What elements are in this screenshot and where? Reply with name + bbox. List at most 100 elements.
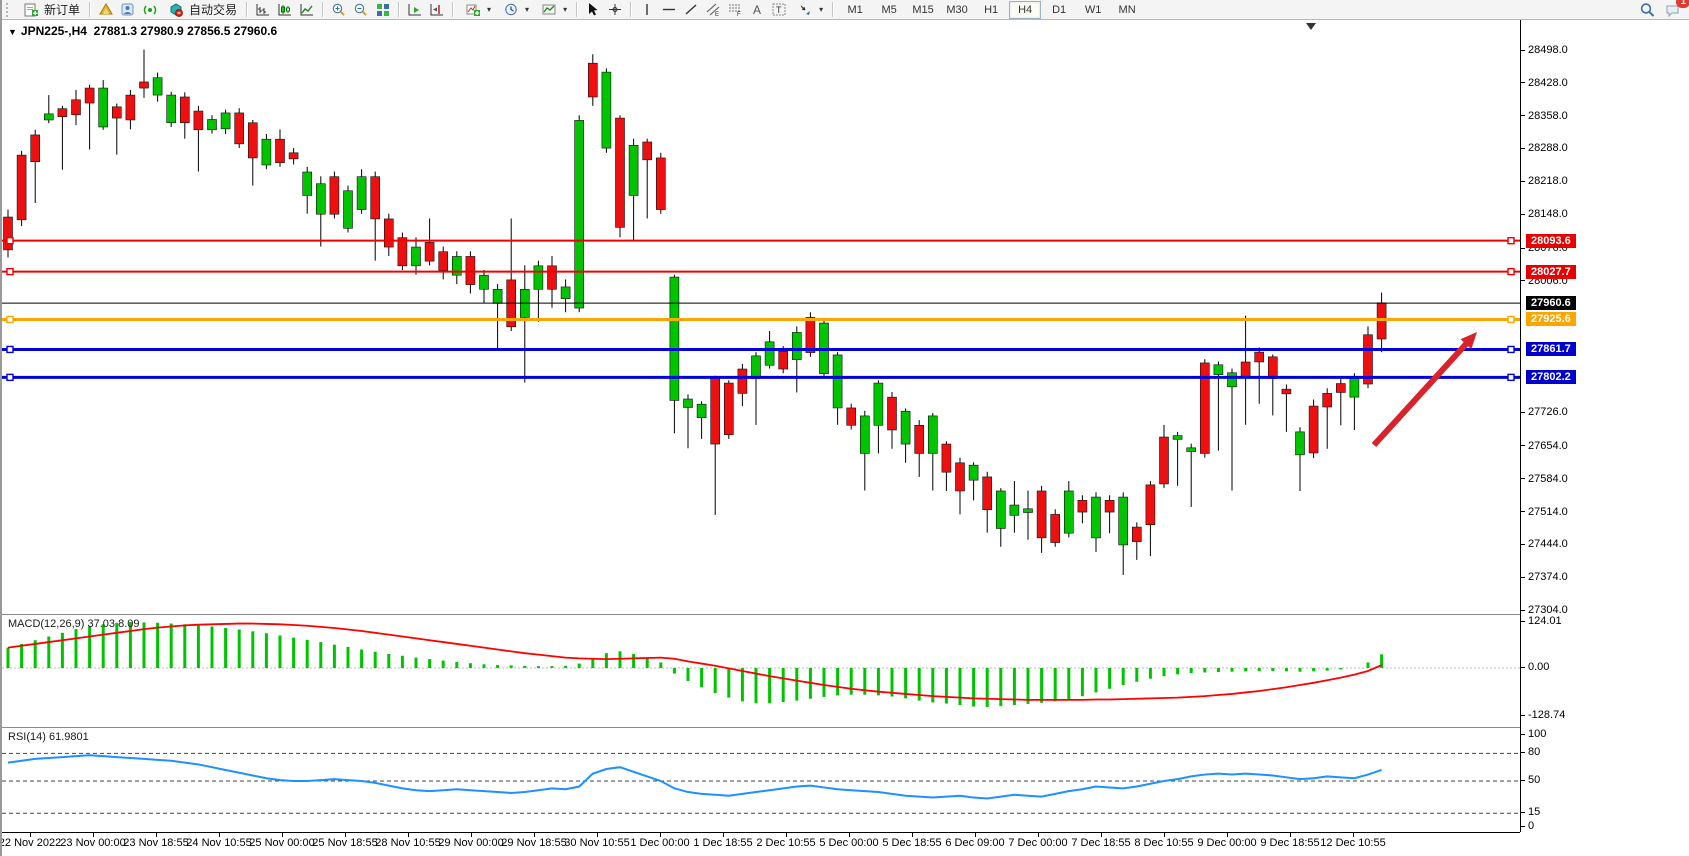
zoom-out-icon[interactable] xyxy=(351,1,371,18)
candle[interactable] xyxy=(791,326,802,393)
crosshair-icon[interactable] xyxy=(605,1,625,18)
candle[interactable] xyxy=(968,462,979,501)
price-pane[interactable] xyxy=(2,20,1520,614)
bar-chart-icon[interactable] xyxy=(253,1,273,18)
candle[interactable] xyxy=(180,92,190,139)
candle[interactable] xyxy=(492,284,503,350)
autotrading-button[interactable]: 自动交易 xyxy=(162,1,241,18)
line-handle[interactable] xyxy=(6,236,14,245)
candle[interactable] xyxy=(859,410,870,491)
candle[interactable] xyxy=(1336,378,1346,426)
candle[interactable] xyxy=(438,246,449,280)
candle[interactable] xyxy=(1295,427,1305,491)
candle[interactable] xyxy=(628,138,639,241)
line-handle[interactable] xyxy=(1507,345,1515,354)
candle[interactable] xyxy=(424,218,435,266)
candle[interactable] xyxy=(112,103,122,155)
toolbar-grip[interactable] xyxy=(6,2,13,17)
new-order-button[interactable]: 新订单 xyxy=(17,1,84,18)
candle[interactable] xyxy=(519,265,530,383)
candle[interactable] xyxy=(710,375,721,515)
candlestick-chart-icon[interactable] xyxy=(275,1,295,18)
candle[interactable] xyxy=(139,49,149,98)
zoom-in-icon[interactable] xyxy=(329,1,349,18)
candle[interactable] xyxy=(125,89,136,130)
candle[interactable] xyxy=(832,352,843,425)
templates-button[interactable]: ▾ xyxy=(535,1,571,18)
text-tool-icon[interactable]: A xyxy=(747,1,767,18)
candle[interactable] xyxy=(1240,315,1251,425)
tf-w1-button[interactable]: W1 xyxy=(1084,3,1102,16)
time-axis[interactable]: 22 Nov 2022 23 Nov 00:00 23 Nov 18:55 24 No… xyxy=(2,832,1520,856)
tf-m15-button[interactable]: M15 xyxy=(912,3,934,16)
arrows-tool-button[interactable]: ▾ xyxy=(791,1,827,18)
tf-mn-button[interactable]: MN xyxy=(1118,3,1136,16)
candle[interactable] xyxy=(1064,481,1074,538)
candle[interactable] xyxy=(1077,495,1088,524)
candle[interactable] xyxy=(370,171,381,261)
candle[interactable] xyxy=(1172,431,1183,486)
candle[interactable] xyxy=(819,317,829,378)
candle[interactable] xyxy=(1050,509,1060,547)
macd-pane[interactable]: MACD(12,26,9) 37.03 8.09 xyxy=(2,616,1520,727)
profile-icon[interactable] xyxy=(118,1,138,18)
trendline-tool-icon[interactable] xyxy=(681,1,701,18)
candle[interactable] xyxy=(1023,490,1033,540)
line-chart-icon[interactable] xyxy=(297,1,317,18)
indicators-button[interactable]: ▾ xyxy=(459,1,495,18)
candle[interactable] xyxy=(547,255,557,308)
candle[interactable] xyxy=(383,213,394,256)
tf-d1-button[interactable]: D1 xyxy=(1052,3,1067,16)
horizontal-line-tool-icon[interactable] xyxy=(659,1,679,18)
chart-shift-marker[interactable] xyxy=(1306,23,1316,30)
candle[interactable] xyxy=(411,237,421,275)
candle[interactable] xyxy=(207,115,217,134)
candle[interactable] xyxy=(723,380,734,439)
candle[interactable] xyxy=(1308,399,1319,459)
candle[interactable] xyxy=(1186,443,1196,507)
candle[interactable] xyxy=(737,363,748,407)
candle[interactable] xyxy=(1254,347,1264,404)
candle[interactable] xyxy=(1281,384,1292,432)
candle[interactable] xyxy=(3,209,13,258)
vertical-line-tool-icon[interactable] xyxy=(637,1,657,18)
chart-dropdown-icon[interactable]: ▼ xyxy=(8,27,17,37)
candle[interactable] xyxy=(1118,492,1128,575)
candle[interactable] xyxy=(302,166,313,214)
candle[interactable] xyxy=(397,232,408,271)
candle[interactable] xyxy=(1159,424,1169,489)
trend-arrow[interactable] xyxy=(1371,337,1473,448)
candle[interactable] xyxy=(261,134,272,170)
candle[interactable] xyxy=(1200,359,1210,458)
auto-scroll-icon[interactable] xyxy=(405,1,425,18)
candle[interactable] xyxy=(71,89,81,126)
candle[interactable] xyxy=(873,380,884,454)
candle[interactable] xyxy=(84,84,95,150)
candle[interactable] xyxy=(982,471,993,533)
line-handle[interactable] xyxy=(1507,236,1515,245)
signal-icon[interactable] xyxy=(140,1,160,18)
candle[interactable] xyxy=(506,218,517,332)
candle[interactable] xyxy=(248,119,258,186)
candle[interactable] xyxy=(1227,368,1237,491)
metaquotes-gold-icon[interactable] xyxy=(96,1,116,18)
periods-button[interactable]: ▾ xyxy=(497,1,533,18)
candle[interactable] xyxy=(955,457,965,515)
candle[interactable] xyxy=(1213,361,1224,451)
candle[interactable] xyxy=(615,115,625,238)
line-handle[interactable] xyxy=(6,373,14,382)
candle[interactable] xyxy=(1104,495,1115,534)
candle[interactable] xyxy=(356,169,367,214)
candle[interactable] xyxy=(642,138,653,219)
candle[interactable] xyxy=(1322,388,1332,449)
candle[interactable] xyxy=(601,68,612,153)
line-handle[interactable] xyxy=(6,315,14,324)
candle[interactable] xyxy=(16,150,27,226)
notifications-icon[interactable]: 1 xyxy=(1663,0,1689,18)
candle[interactable] xyxy=(193,105,204,172)
line-handle[interactable] xyxy=(1507,315,1515,324)
chart-title[interactable]: ▼ JPN225-,H4 27881.3 27980.9 27856.5 2796… xyxy=(8,24,277,38)
candle[interactable] xyxy=(1145,481,1156,557)
rsi-pane[interactable]: RSI(14) 61.9801 xyxy=(2,729,1520,832)
candle[interactable] xyxy=(234,108,244,149)
